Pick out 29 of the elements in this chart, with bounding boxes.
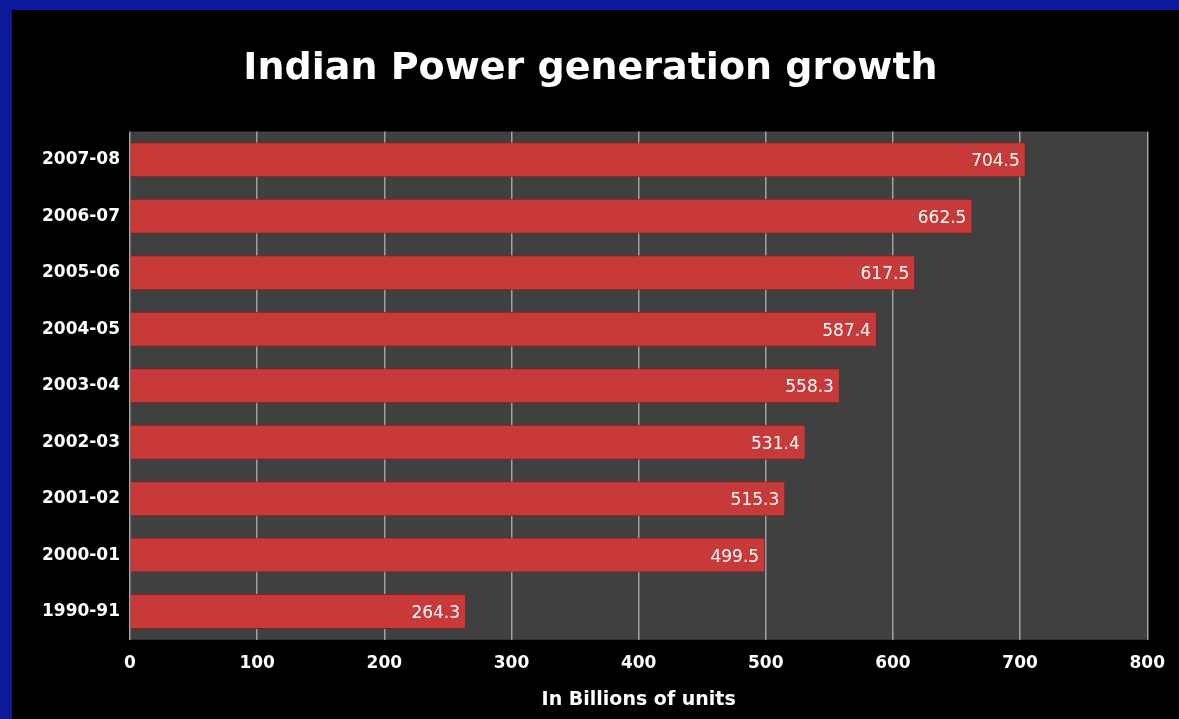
- y-tick-label: 1990-91: [42, 599, 121, 620]
- x-tick-label: 700: [1002, 652, 1039, 673]
- data-label: 499.5: [710, 545, 760, 566]
- x-tick-label: 800: [1129, 652, 1166, 673]
- x-axis-title: In Billions of units: [541, 686, 736, 709]
- x-tick-label: 500: [748, 652, 784, 673]
- y-tick-label: 2005-06: [42, 261, 121, 282]
- data-label: 558.3: [785, 376, 834, 397]
- chart-title: Indian Power generation growth: [243, 43, 938, 88]
- data-label: 617.5: [860, 263, 910, 284]
- x-tick-label: 400: [620, 652, 657, 673]
- x-tick-label: 600: [875, 652, 911, 673]
- x-tick-label: 0: [124, 652, 137, 673]
- y-tick-label: 2006-07: [42, 204, 121, 225]
- y-tick-label: 2003-04: [42, 374, 121, 395]
- y-tick-label: 2007-08: [42, 148, 121, 169]
- data-label: 531.4: [751, 432, 800, 453]
- data-label: 515.3: [730, 489, 780, 510]
- y-tick-label: 2004-05: [42, 317, 121, 338]
- x-tick-label: 300: [493, 652, 530, 673]
- data-label: 704.5: [971, 150, 1020, 171]
- data-label: 662.5: [917, 206, 967, 227]
- data-label: 587.4: [822, 319, 871, 340]
- x-tick-label: 100: [239, 652, 276, 673]
- y-tick-label: 2000-01: [42, 543, 121, 564]
- data-label: 264.3: [411, 601, 461, 622]
- x-tick-label: 200: [366, 652, 403, 673]
- y-tick-label: 2001-02: [42, 487, 121, 508]
- y-tick-label: 2002-03: [42, 430, 121, 451]
